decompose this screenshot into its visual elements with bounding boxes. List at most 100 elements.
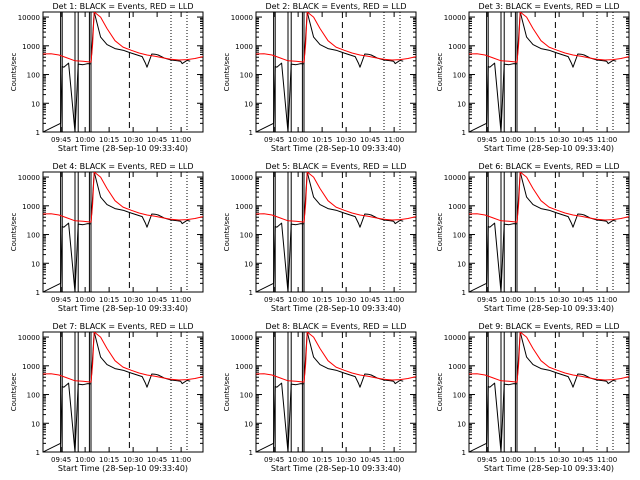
- x-tick-label: 10:45: [360, 296, 380, 304]
- x-tick-label: 10:45: [573, 136, 593, 144]
- panel-title: Det 4: BLACK = Events, RED = LLD: [53, 162, 194, 171]
- panel-title: Det 7: BLACK = Events, RED = LLD: [53, 322, 194, 331]
- y-axis-label: Counts/sec: [223, 373, 231, 412]
- y-tick-label: 10000: [231, 334, 253, 342]
- y-tick-label: 1000: [22, 43, 40, 51]
- y-tick-label: 100: [453, 232, 466, 240]
- x-axis-label: Start Time (28-Sep-10 09:33:40): [484, 464, 614, 473]
- plot-area: [43, 172, 203, 292]
- x-axis-label: Start Time (28-Sep-10 09:33:40): [271, 304, 401, 313]
- panel-title: Det 5: BLACK = Events, RED = LLD: [266, 162, 407, 171]
- events-series-line: [469, 332, 617, 452]
- plot-area: [43, 332, 203, 452]
- y-tick-label: 100: [240, 232, 253, 240]
- x-tick-label: 09:45: [264, 296, 284, 304]
- x-tick-label: 10:30: [549, 136, 569, 144]
- x-tick-label: 11:00: [171, 456, 191, 464]
- x-tick-label: 10:15: [525, 296, 545, 304]
- panel-det-3: Det 3: BLACK = Events, RED = LLD 1 10 100 10…: [436, 2, 630, 153]
- x-tick-label: 10:45: [147, 456, 167, 464]
- y-axis-label: Counts/sec: [223, 213, 231, 252]
- y-tick-label: 100: [27, 72, 40, 80]
- x-tick-label: 11:00: [597, 456, 617, 464]
- y-tick-label: 1000: [235, 203, 253, 211]
- y-tick-label: 10000: [231, 174, 253, 182]
- y-tick-label: 100: [453, 72, 466, 80]
- x-tick-label: 10:45: [147, 136, 167, 144]
- x-tick-label: 10:00: [501, 456, 521, 464]
- y-tick-label: 10000: [444, 14, 466, 22]
- x-tick-label: 10:45: [360, 136, 380, 144]
- x-tick-label: 11:00: [597, 136, 617, 144]
- y-tick-label: 10: [457, 260, 466, 268]
- x-tick-label: 09:45: [51, 456, 71, 464]
- y-tick-label: 100: [27, 232, 40, 240]
- axes-frame: [255, 171, 417, 293]
- x-tick-label: 09:45: [477, 456, 497, 464]
- x-tick-label: 10:00: [288, 296, 308, 304]
- y-axis-label: Counts/sec: [10, 53, 18, 92]
- lld-series-line: [256, 332, 416, 383]
- lld-series-line: [256, 172, 416, 223]
- y-tick-label: 1: [36, 129, 40, 137]
- axes-frame: [468, 11, 630, 133]
- y-tick-label: 10000: [444, 334, 466, 342]
- y-tick-label: 10: [457, 100, 466, 108]
- y-tick-label: 1: [462, 289, 466, 297]
- panel-det-5: Det 5: BLACK = Events, RED = LLD 1 10 100 10…: [223, 162, 417, 313]
- x-tick-label: 10:15: [99, 296, 119, 304]
- lld-series-line: [469, 332, 629, 383]
- y-tick-label: 1000: [448, 363, 466, 371]
- y-tick-label: 100: [240, 72, 253, 80]
- x-tick-label: 10:30: [123, 136, 143, 144]
- x-tick-label: 10:00: [75, 136, 95, 144]
- x-axis-label: Start Time (28-Sep-10 09:33:40): [271, 144, 401, 153]
- x-tick-label: 10:15: [99, 456, 119, 464]
- lld-series-line: [256, 12, 416, 63]
- axes-frame: [42, 171, 204, 293]
- x-tick-label: 10:15: [525, 456, 545, 464]
- y-axis-label: Counts/sec: [436, 373, 444, 412]
- x-tick-label: 10:45: [147, 296, 167, 304]
- x-tick-label: 10:00: [288, 456, 308, 464]
- plot-area: [256, 12, 416, 132]
- x-tick-label: 10:00: [75, 296, 95, 304]
- panel-det-6: Det 6: BLACK = Events, RED = LLD 1 10 100 10…: [436, 162, 630, 313]
- x-tick-label: 11:00: [597, 296, 617, 304]
- y-tick-label: 1: [36, 449, 40, 457]
- x-tick-label: 09:45: [477, 136, 497, 144]
- x-tick-label: 09:45: [51, 136, 71, 144]
- x-tick-label: 10:00: [75, 456, 95, 464]
- x-tick-label: 10:30: [336, 136, 356, 144]
- y-tick-label: 10: [244, 260, 253, 268]
- axes-frame: [468, 331, 630, 453]
- panel-det-1: Det 1: BLACK = Events, RED = LLD 1 10 100 10…: [10, 2, 204, 153]
- y-tick-label: 1000: [22, 203, 40, 211]
- y-tick-label: 1000: [448, 203, 466, 211]
- x-axis-label: Start Time (28-Sep-10 09:33:40): [271, 464, 401, 473]
- y-tick-label: 1: [249, 129, 253, 137]
- events-series-line: [469, 172, 617, 292]
- axes-frame: [468, 171, 630, 293]
- y-tick-label: 10: [457, 420, 466, 428]
- x-tick-label: 09:45: [51, 296, 71, 304]
- x-tick-label: 10:45: [573, 456, 593, 464]
- y-tick-label: 10: [244, 100, 253, 108]
- lld-series-line: [43, 332, 203, 383]
- x-tick-label: 10:30: [549, 456, 569, 464]
- y-tick-label: 10000: [18, 334, 40, 342]
- x-axis-label: Start Time (28-Sep-10 09:33:40): [484, 304, 614, 313]
- x-tick-label: 11:00: [384, 296, 404, 304]
- events-series-line: [43, 172, 191, 292]
- x-tick-label: 10:30: [123, 296, 143, 304]
- y-tick-label: 10: [244, 420, 253, 428]
- y-tick-label: 100: [27, 392, 40, 400]
- plot-area: [43, 12, 203, 132]
- x-axis-label: Start Time (28-Sep-10 09:33:40): [484, 144, 614, 153]
- y-tick-label: 1: [249, 289, 253, 297]
- panel-det-2: Det 2: BLACK = Events, RED = LLD 1 10 100 10…: [223, 2, 417, 153]
- y-tick-label: 1000: [235, 43, 253, 51]
- y-tick-label: 1000: [448, 43, 466, 51]
- y-tick-label: 10: [31, 260, 40, 268]
